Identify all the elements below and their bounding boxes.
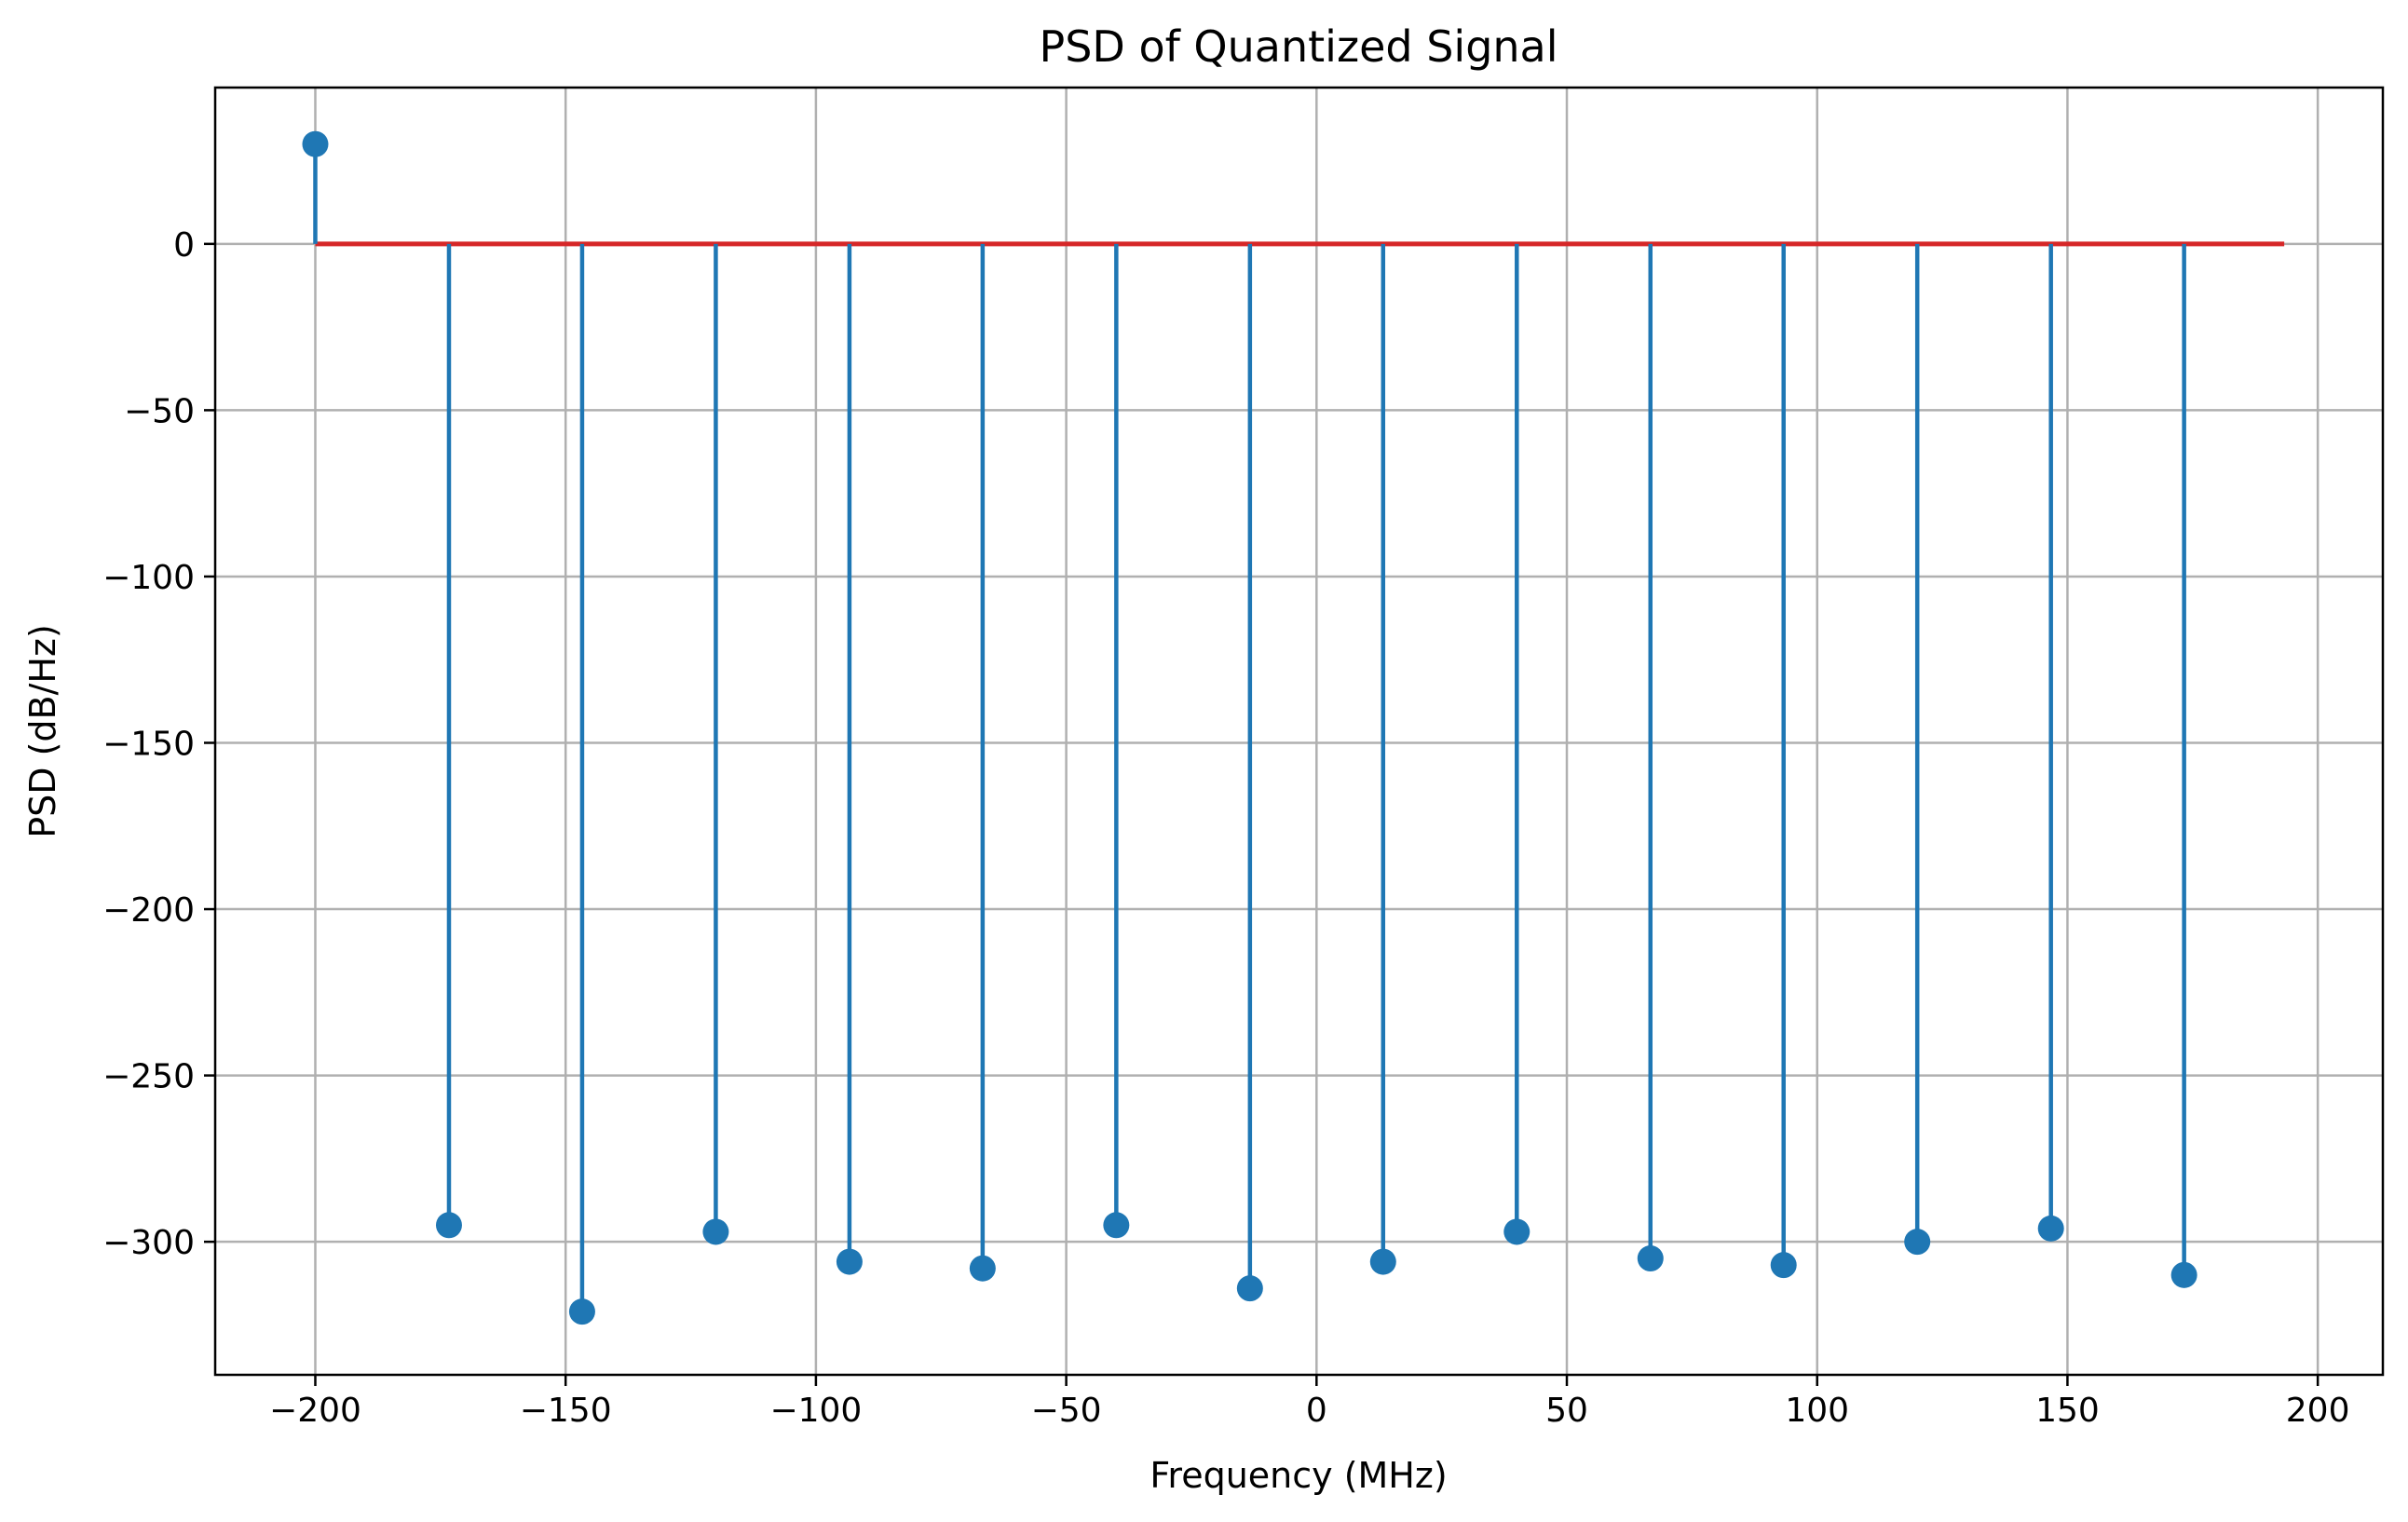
stem-marker — [836, 1248, 863, 1275]
y-tick-label: −200 — [102, 891, 195, 930]
plot-frame — [213, 86, 2385, 1377]
y-axis-label: PSD (dB/Hz) — [22, 624, 63, 838]
stems — [302, 130, 2197, 1325]
stem-marker — [1369, 1248, 1396, 1275]
stem-marker — [2037, 1215, 2064, 1242]
x-tick-label: −100 — [769, 1392, 862, 1430]
y-tick-label: −300 — [102, 1224, 195, 1262]
chart-title: PSD of Quantized Signal — [1039, 21, 1558, 72]
y-tick-label: −250 — [102, 1058, 195, 1096]
stem-marker — [1103, 1212, 1130, 1239]
x-tick-label: −50 — [1031, 1392, 1102, 1430]
stem-marker — [1770, 1252, 1797, 1279]
x-tick-label: 200 — [2286, 1392, 2350, 1430]
x-tick-label: 150 — [2035, 1392, 2100, 1430]
stem-marker — [435, 1212, 462, 1239]
stem-marker — [1236, 1275, 1263, 1302]
stem-marker — [2170, 1261, 2197, 1288]
x-tick-label: 100 — [1785, 1392, 1849, 1430]
stem-marker — [1904, 1229, 1931, 1256]
y-tick-label: 0 — [173, 226, 195, 265]
stem-marker — [1637, 1245, 1664, 1272]
y-tick-label: −150 — [102, 725, 195, 763]
stem-marker — [969, 1255, 996, 1282]
stem-marker — [568, 1298, 595, 1325]
x-tick-label: −200 — [269, 1392, 361, 1430]
stem-marker — [1503, 1218, 1531, 1245]
x-tick-label: −150 — [520, 1392, 612, 1430]
y-tick-label: −100 — [102, 559, 195, 597]
x-tick-label: 50 — [1545, 1392, 1588, 1430]
stem-marker — [702, 1218, 729, 1245]
stem-marker — [302, 130, 329, 157]
grid — [215, 88, 2383, 1375]
x-tick-label: 0 — [1306, 1392, 1327, 1430]
y-tick-label: −50 — [124, 392, 195, 430]
ticks: −200 −150 −100 −50 0 50 100 150 200 0 −50 −100 −150 −… — [102, 226, 2349, 1430]
x-axis-label: Frequency (MHz) — [1150, 1455, 1447, 1496]
